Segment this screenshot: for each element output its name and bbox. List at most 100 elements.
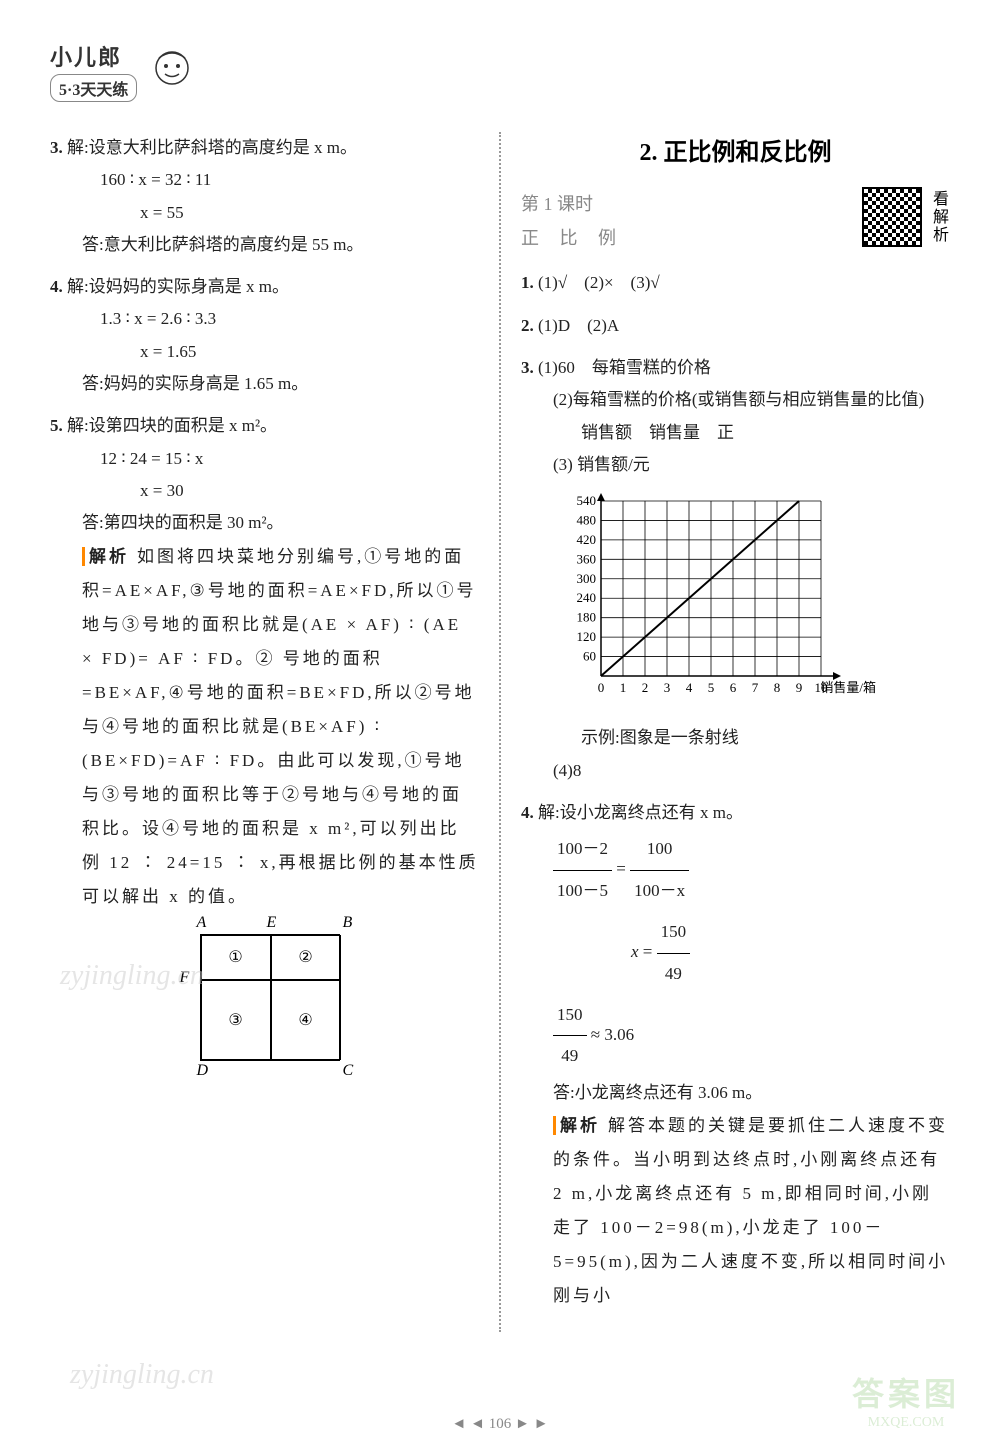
rq4-ans-text: 小龙离终点还有 3.06 m。 bbox=[575, 1083, 762, 1102]
logo: 小儿郎 5·3天天练 bbox=[50, 40, 137, 102]
q5-answer: 答:第四块的面积是 30 m²。 bbox=[50, 507, 479, 539]
frac-x: 150 49 bbox=[657, 912, 691, 995]
qr-code-icon[interactable] bbox=[862, 187, 922, 247]
svg-text:480: 480 bbox=[577, 513, 597, 528]
frac2: 100 100－x bbox=[630, 829, 689, 912]
frac2-den: 100－x bbox=[630, 871, 689, 912]
frac2-num: 100 bbox=[630, 829, 689, 871]
r-question-3: 3. (1)60 每箱雪糕的价格 (2)每箱雪糕的价格(或销售额与相应销售量的比… bbox=[521, 352, 950, 787]
rq3-number: 3. bbox=[521, 358, 534, 377]
watermark-logo: 答案图 MXQE.COM bbox=[852, 1369, 960, 1431]
qr-text: 看解析 bbox=[926, 190, 950, 244]
analysis-label: 解析 bbox=[82, 547, 129, 566]
page-header: 小儿郎 5·3天天练 bbox=[50, 40, 950, 102]
label-C: C bbox=[343, 1062, 354, 1080]
q3-answer: 答:意大利比萨斜塔的高度约是 55 m。 bbox=[50, 229, 479, 261]
content-columns: 3. 解:设意大利比萨斜塔的高度约是 x m。 160 ∶ x = 32 ∶ 1… bbox=[50, 132, 950, 1332]
chart-container: 60120180240300360420480540012345678910销售… bbox=[561, 491, 950, 712]
svg-text:6: 6 bbox=[730, 680, 737, 695]
question-5: 5. 解:设第四块的面积是 x m²。 12 ∶ 24 = 15 ∶ x x =… bbox=[50, 410, 479, 913]
svg-text:180: 180 bbox=[577, 610, 597, 625]
fracx-den: 49 bbox=[657, 954, 691, 995]
frac-approx: 150 49 bbox=[553, 995, 587, 1078]
rq1-number: 1. bbox=[521, 273, 534, 292]
wm-logo-text1: 答案图 bbox=[852, 1369, 960, 1415]
q4-ans-label: 答: bbox=[82, 374, 104, 393]
rq4-analysis-label: 解析 bbox=[553, 1116, 600, 1135]
logo-title: 小儿郎 bbox=[50, 40, 122, 72]
q3-ans-text: 意大利比萨斜塔的高度约是 55 m。 bbox=[104, 235, 364, 254]
r-question-2: 2. (1)D (2)A bbox=[521, 310, 950, 342]
cell-1: ① bbox=[201, 935, 271, 980]
rq3-p4: (4)8 bbox=[521, 755, 950, 787]
question-3: 3. 解:设意大利比萨斜塔的高度约是 x m。 160 ∶ x = 32 ∶ 1… bbox=[50, 132, 479, 261]
label-A: A bbox=[197, 914, 207, 932]
rq4-analysis: 解析解答本题的关键是要抓住二人速度不变的条件。当小明到达终点时,小刚离终点还有 … bbox=[521, 1109, 950, 1313]
question-4: 4. 解:设妈妈的实际身高是 x m。 1.3 ∶ x = 2.6 ∶ 3.3 … bbox=[50, 271, 479, 400]
watermark-1: zyjingling.cn bbox=[60, 960, 204, 992]
rq3-p1: (1)60 每箱雪糕的价格 bbox=[538, 358, 711, 377]
wm-logo-text2: MXQE.COM bbox=[852, 1415, 960, 1431]
q5-number: 5. bbox=[50, 416, 63, 435]
section-title: 2. 正比例和反比例 bbox=[521, 132, 950, 167]
q4-answer: 答:妈妈的实际身高是 1.65 m。 bbox=[50, 368, 479, 400]
approx-val: ≈ 3.06 bbox=[591, 1025, 634, 1044]
q5-ans-text: 第四块的面积是 30 m²。 bbox=[104, 513, 284, 532]
q3-eq2: x = 55 bbox=[50, 197, 479, 229]
svg-text:1: 1 bbox=[620, 680, 627, 695]
frac1: 100－2 100－5 bbox=[553, 829, 612, 912]
q4-eq1: 1.3 ∶ x = 2.6 ∶ 3.3 bbox=[50, 303, 479, 335]
rq3-p3-label: (3) bbox=[553, 455, 573, 474]
line-chart: 60120180240300360420480540012345678910销售… bbox=[561, 491, 881, 701]
cell-2: ② bbox=[271, 935, 341, 980]
q5-analysis-text: 如图将四块菜地分别编号,①号地的面积=AE×AF,③号地的面积=AE×FD,所以… bbox=[82, 547, 479, 906]
svg-text:540: 540 bbox=[577, 493, 597, 508]
svg-text:8: 8 bbox=[774, 680, 781, 695]
chart-ylabel: 销售额/元 bbox=[577, 455, 650, 474]
rq3-p2: (2)每箱雪糕的价格(或销售额与相应销售量的比值) bbox=[521, 384, 950, 416]
rq4-eqx: x = 150 49 bbox=[521, 912, 950, 995]
quad-diagram: A E B F D C ① ② ③ ④ bbox=[175, 934, 355, 1061]
svg-text:0: 0 bbox=[598, 680, 605, 695]
right-column: 2. 正比例和反比例 第 1 课时 正 比 例 看解析 1. (1)√ (2)×… bbox=[521, 132, 950, 1332]
qr-block: 看解析 bbox=[862, 187, 950, 247]
svg-text:120: 120 bbox=[577, 629, 597, 644]
q4-ans-text: 妈妈的实际身高是 1.65 m。 bbox=[104, 374, 308, 393]
quad-grid: ① ② ③ ④ bbox=[200, 934, 340, 1061]
mascot-icon bbox=[147, 46, 197, 96]
svg-text:4: 4 bbox=[686, 680, 693, 695]
q5-solve-label: 解: bbox=[67, 416, 89, 435]
rq2-text: (1)D (2)A bbox=[538, 316, 619, 335]
svg-text:5: 5 bbox=[708, 680, 715, 695]
cell-4: ④ bbox=[271, 980, 341, 1060]
rq4-ans-label: 答: bbox=[553, 1083, 575, 1102]
svg-text:3: 3 bbox=[664, 680, 671, 695]
watermark-2: zyjingling.cn bbox=[70, 1359, 214, 1391]
q4-solve-label: 解: bbox=[67, 277, 89, 296]
lesson-number: 第 1 课时 bbox=[521, 187, 624, 221]
q4-eq2: x = 1.65 bbox=[50, 336, 479, 368]
label-E: E bbox=[267, 914, 277, 932]
rq4-analysis-text: 解答本题的关键是要抓住二人速度不变的条件。当小明到达终点时,小刚离终点还有 2 … bbox=[553, 1116, 948, 1305]
q4-text: 设妈妈的实际身高是 x m。 bbox=[89, 277, 289, 296]
q5-analysis: 解析如图将四块菜地分别编号,①号地的面积=AE×AF,③号地的面积=AE×FD,… bbox=[50, 540, 479, 914]
svg-text:240: 240 bbox=[577, 590, 597, 605]
rq3-p2b: 销售额 销售量 正 bbox=[521, 417, 950, 449]
cell-3: ③ bbox=[201, 980, 271, 1060]
fraca-den: 49 bbox=[553, 1036, 587, 1077]
rq4-answer: 答:小龙离终点还有 3.06 m。 bbox=[521, 1077, 950, 1109]
rq4-number: 4. bbox=[521, 803, 534, 822]
label-D: D bbox=[197, 1062, 209, 1080]
rq4-text: 设小龙离终点还有 x m。 bbox=[560, 803, 743, 822]
svg-text:300: 300 bbox=[577, 571, 597, 586]
svg-text:360: 360 bbox=[577, 551, 597, 566]
rq4-solve-label: 解: bbox=[538, 803, 560, 822]
q4-number: 4. bbox=[50, 277, 63, 296]
q5-eq2: x = 30 bbox=[50, 475, 479, 507]
rq4-eq1: 100－2 100－5 = 100 100－x bbox=[521, 829, 950, 912]
q5-eq1: 12 ∶ 24 = 15 ∶ x bbox=[50, 443, 479, 475]
r-question-1: 1. (1)√ (2)× (3)√ bbox=[521, 267, 950, 299]
page-number: ◄ ◄ 106 ► ► bbox=[452, 1416, 549, 1433]
q3-number: 3. bbox=[50, 138, 63, 157]
lesson-title: 正 比 例 bbox=[521, 221, 624, 255]
